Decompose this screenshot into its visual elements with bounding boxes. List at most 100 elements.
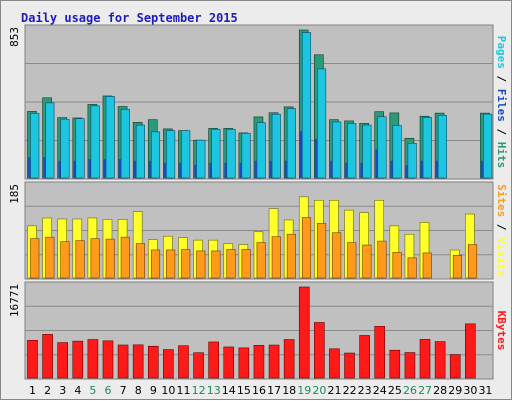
bar-files — [120, 108, 130, 179]
bar-pages — [435, 160, 439, 178]
bar-files — [181, 130, 191, 179]
bar-sites — [468, 244, 478, 279]
day-label: 5 — [89, 384, 96, 397]
bar-files — [241, 132, 251, 179]
bar-kbytes — [374, 326, 386, 379]
bar-kbytes — [419, 339, 431, 379]
bar-pages — [239, 162, 242, 178]
day-label: 27 — [418, 384, 432, 397]
bar-sites — [407, 257, 417, 279]
bar-sites — [30, 238, 40, 279]
day-label: 25 — [388, 384, 402, 397]
bar-pages — [194, 164, 197, 178]
bar-kbytes — [359, 335, 370, 379]
bar-files — [347, 123, 357, 179]
bar-files — [437, 115, 447, 179]
bar-files — [105, 96, 115, 179]
day-label: 9 — [150, 384, 157, 397]
day-label: 29 — [448, 384, 462, 397]
bar-sites — [422, 252, 432, 279]
day-label: 14 — [222, 384, 236, 397]
bar-pages — [269, 160, 272, 178]
bar-kbytes — [465, 323, 476, 379]
bar-files — [75, 118, 85, 179]
bar-pages — [103, 159, 106, 178]
panel-middle-ymax-label: 185 — [8, 184, 21, 204]
day-label: 2 — [44, 384, 51, 397]
day-label: 6 — [105, 384, 112, 397]
bar-sites — [256, 242, 266, 279]
bar-sites — [181, 249, 191, 279]
day-label: 26 — [403, 384, 417, 397]
bar-kbytes — [238, 347, 250, 379]
panel-middle: 185 Sites / Visits — [8, 181, 508, 280]
day-label: 8 — [135, 384, 142, 397]
day-label: 12 — [192, 384, 206, 397]
panel-bottom: 16771 KBytes — [8, 281, 508, 380]
bar-files — [332, 121, 342, 179]
bar-pages — [58, 160, 61, 178]
bar-pages — [118, 159, 121, 178]
bar-files — [30, 112, 40, 179]
bar-sites — [90, 238, 100, 279]
bar-files — [256, 122, 266, 179]
day-label: 22 — [343, 384, 357, 397]
chart-title: Daily usage for September 2015 — [21, 11, 238, 25]
panel-bottom-ymax-label: 16771 — [8, 284, 21, 317]
legend-hits: Hits — [495, 142, 508, 169]
bar-kbytes — [102, 340, 114, 379]
bar-sites — [150, 249, 161, 279]
bar-kbytes — [193, 352, 204, 379]
bar-pages — [28, 157, 31, 178]
legend-sites: Sites — [495, 184, 508, 217]
bar-pages — [179, 162, 182, 178]
day-label: 10 — [161, 384, 175, 397]
bar-kbytes — [449, 354, 461, 379]
bar-sites — [377, 240, 387, 279]
legend-kbytes: KBytes — [495, 311, 508, 351]
bar-kbytes — [389, 349, 401, 379]
day-label: 21 — [327, 384, 341, 397]
day-label: 3 — [59, 384, 66, 397]
bar-sites — [196, 250, 206, 279]
bar-pages — [88, 159, 91, 178]
bar-sites — [362, 244, 372, 279]
bar-pages — [284, 160, 288, 178]
bar-pages — [330, 160, 333, 178]
bar-pages — [405, 165, 408, 178]
bar-kbytes — [42, 334, 53, 379]
bar-pages — [148, 160, 152, 178]
bar-sites — [75, 240, 85, 279]
bar-pages — [73, 160, 76, 178]
day-label: 17 — [267, 384, 281, 397]
bar-files — [90, 105, 100, 179]
day-label: 16 — [252, 384, 266, 397]
bar-sites — [166, 249, 176, 279]
day-label: 24 — [373, 384, 387, 397]
chart-panels: 853 Pages / Files / Hits 185 Sites / Visits… — [8, 24, 508, 380]
bar-sites — [301, 217, 312, 279]
bar-pages — [254, 160, 257, 178]
bar-pages — [224, 162, 227, 178]
bar-files — [377, 116, 387, 179]
day-label: 1 — [29, 384, 36, 397]
bar-files — [362, 124, 372, 179]
bar-pages — [43, 157, 46, 178]
bar-kbytes — [147, 345, 159, 379]
bar-kbytes — [314, 322, 325, 379]
bar-kbytes — [163, 349, 174, 379]
bar-sites — [317, 223, 327, 279]
bar-sites — [226, 249, 236, 279]
bar-kbytes — [283, 339, 295, 379]
bar-files — [271, 113, 281, 179]
bar-kbytes — [132, 344, 144, 379]
day-label: 18 — [282, 384, 296, 397]
bar-pages — [315, 138, 318, 178]
bar-sites — [271, 236, 281, 279]
bar-kbytes — [434, 341, 446, 379]
bar-sites — [332, 232, 342, 279]
x-axis-day-labels: 1 2 3 4 5 6 7 8 9 10 11 12 13 14 15 16 17 18 19 20 21 22 23 24 2… — [29, 384, 492, 397]
day-label: 20 — [312, 384, 326, 397]
bar-kbytes — [117, 344, 129, 379]
